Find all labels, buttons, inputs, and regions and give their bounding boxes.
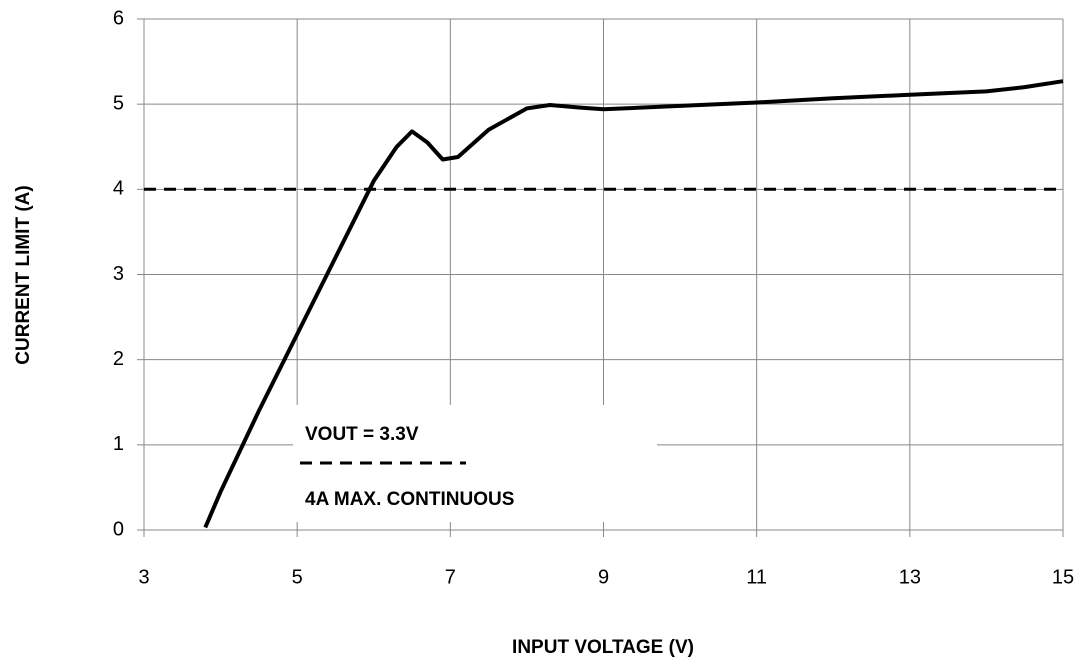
x-tick-label: 13 [899,566,921,588]
y-axis-label: CURRENT LIMIT (A) [13,185,34,364]
y-tick-label: 5 [113,92,124,114]
x-tick-label: 9 [598,566,609,588]
series-line [203,79,1064,529]
x-tick-label: 3 [138,566,149,588]
x-axis-label: INPUT VOLTAGE (V) [512,637,694,658]
legend-box [293,405,657,522]
annotation: VOUT = 3.3V [305,424,419,445]
y-tick-label: 2 [113,348,124,370]
y-tick-label: 3 [113,263,124,285]
y-tick-label: 4 [113,178,124,200]
x-tick-label: 7 [445,566,456,588]
y-tick-label: 0 [113,518,124,540]
x-tick-label: 11 [746,566,767,588]
x-tick-label: 5 [292,566,303,588]
legend-label: 4A MAX. CONTINUOUS [305,489,514,510]
y-tick-label: 6 [113,7,124,29]
x-tick-label: 15 [1052,566,1074,588]
y-tick-label: 1 [113,433,124,455]
